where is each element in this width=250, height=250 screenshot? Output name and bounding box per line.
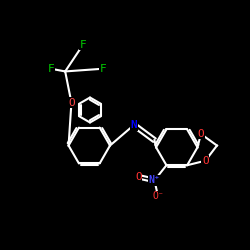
- Text: O: O: [202, 156, 209, 166]
- Text: O: O: [135, 172, 142, 182]
- Text: O⁻: O⁻: [152, 192, 164, 202]
- Text: N: N: [130, 120, 137, 130]
- Text: F: F: [99, 64, 106, 74]
- Text: O: O: [68, 98, 75, 108]
- Text: O: O: [198, 129, 204, 139]
- Text: F: F: [80, 40, 86, 50]
- Text: F: F: [48, 64, 54, 74]
- Text: N⁺: N⁺: [148, 175, 160, 185]
